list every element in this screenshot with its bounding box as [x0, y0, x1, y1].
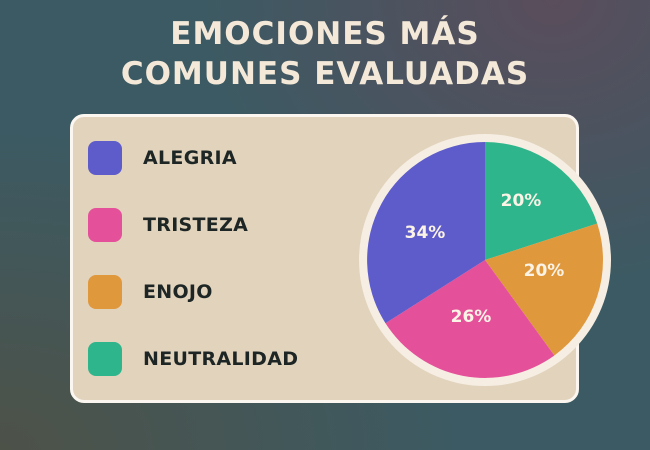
- chart-title-line1: EMOCIONES MÁS: [170, 16, 480, 52]
- legend-swatch-neutralidad: [88, 342, 122, 376]
- slice-label-tristeza: 26%: [451, 307, 492, 327]
- pie-chart: 20% 20% 26% 34%: [358, 133, 612, 387]
- legend: ALEGRIA TRISTEZA ENOJO NEUTRALIDAD: [88, 141, 298, 409]
- legend-item-neutralidad: NEUTRALIDAD: [88, 342, 298, 376]
- legend-label: NEUTRALIDAD: [143, 348, 299, 370]
- chart-title: EMOCIONES MÁS COMUNES EVALUADAS: [0, 14, 650, 94]
- legend-item-alegria: ALEGRIA: [88, 141, 298, 175]
- slice-alegria: [367, 142, 485, 324]
- legend-label: ENOJO: [143, 281, 213, 303]
- slice-neutralidad: [485, 142, 598, 260]
- slice-label-neutralidad: 20%: [501, 191, 542, 211]
- slice-enojo: [485, 223, 603, 356]
- chart-title-line2: COMUNES EVALUADAS: [120, 56, 530, 92]
- legend-item-tristeza: TRISTEZA: [88, 208, 298, 242]
- legend-swatch-alegria: [88, 141, 122, 175]
- slice-tristeza: [385, 260, 555, 378]
- slice-label-alegria: 34%: [405, 223, 446, 243]
- legend-swatch-tristeza: [88, 208, 122, 242]
- legend-item-enojo: ENOJO: [88, 275, 298, 309]
- legend-label: TRISTEZA: [143, 214, 249, 236]
- legend-swatch-enojo: [88, 275, 122, 309]
- slice-label-enojo: 20%: [524, 261, 565, 281]
- legend-label: ALEGRIA: [143, 147, 237, 169]
